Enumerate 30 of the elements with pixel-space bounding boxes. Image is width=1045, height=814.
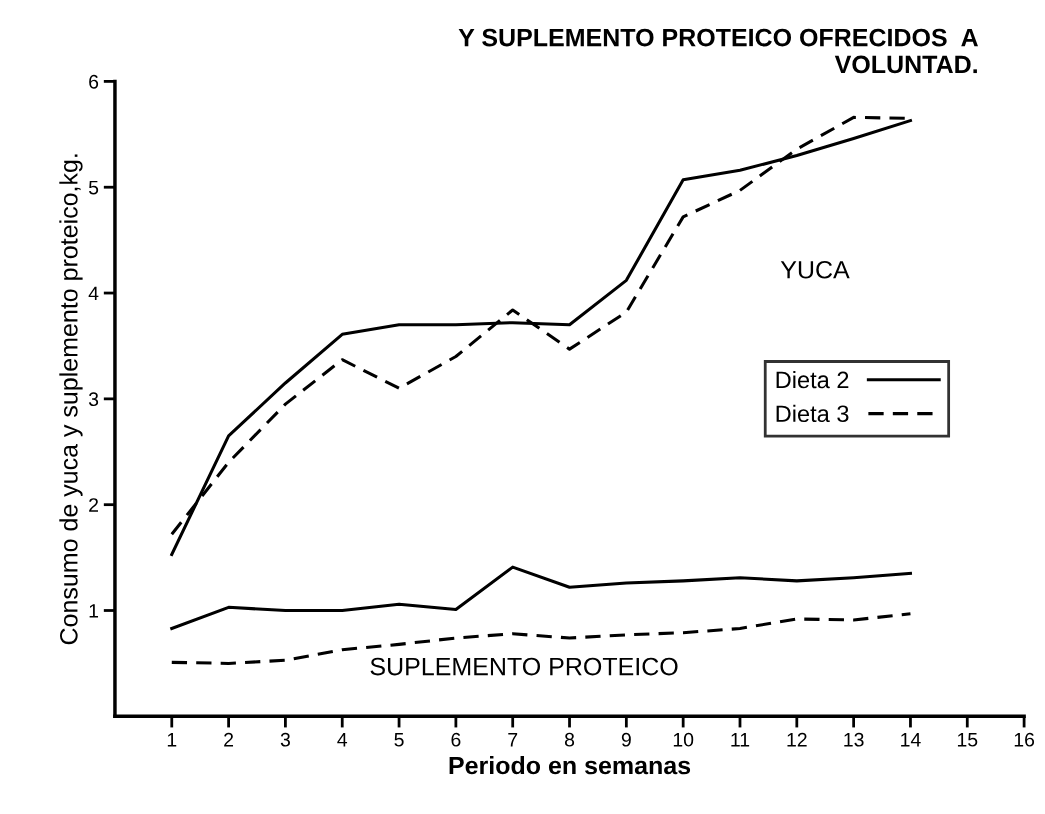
- x-tick-label: 10: [673, 732, 694, 747]
- x-axis-title: Periodo en semanas: [449, 755, 691, 775]
- legend-label: Dieta 2: [776, 370, 849, 389]
- y-tick-label: 5: [88, 180, 99, 195]
- x-tick-label: 5: [394, 733, 404, 747]
- y-tick-label: 3: [88, 392, 99, 407]
- x-tick-label: 15: [957, 733, 978, 747]
- x-tick-label: 16: [1014, 732, 1035, 747]
- line-series: [170, 565, 912, 631]
- chart-title: Y SUPLEMENTO PROTEICO OFRECIDOS A VOLUNTAD.: [458, 28, 978, 74]
- x-tick-label: 6: [451, 732, 461, 747]
- x-tick-label: 4: [337, 733, 348, 747]
- x-tick-label: 2: [224, 732, 234, 747]
- annotation: YUCA: [780, 260, 850, 279]
- x-tick-label: 12: [787, 732, 807, 747]
- x-tick-label: 1: [167, 733, 177, 747]
- y-tick-label: 1: [89, 604, 99, 618]
- legend-label: Dieta 3: [776, 404, 849, 423]
- annotation: SUPLEMENTO PROTEICO: [370, 657, 678, 676]
- y-tick-label: 2: [89, 498, 98, 512]
- x-tick-label: 7: [508, 733, 518, 747]
- y-tick-label: 6: [89, 74, 99, 89]
- x-tick-label: 8: [564, 732, 575, 747]
- x-tick-label: 9: [621, 732, 631, 747]
- y-axis-title: Consumo de yuca y suplemento proteico,kg.: [59, 154, 83, 645]
- y-tick-label: 4: [88, 286, 99, 301]
- x-tick-label: 3: [280, 732, 290, 747]
- x-tick-label: 14: [901, 733, 921, 747]
- x-tick-label: 13: [844, 732, 864, 747]
- x-tick-label: 11: [731, 733, 750, 747]
